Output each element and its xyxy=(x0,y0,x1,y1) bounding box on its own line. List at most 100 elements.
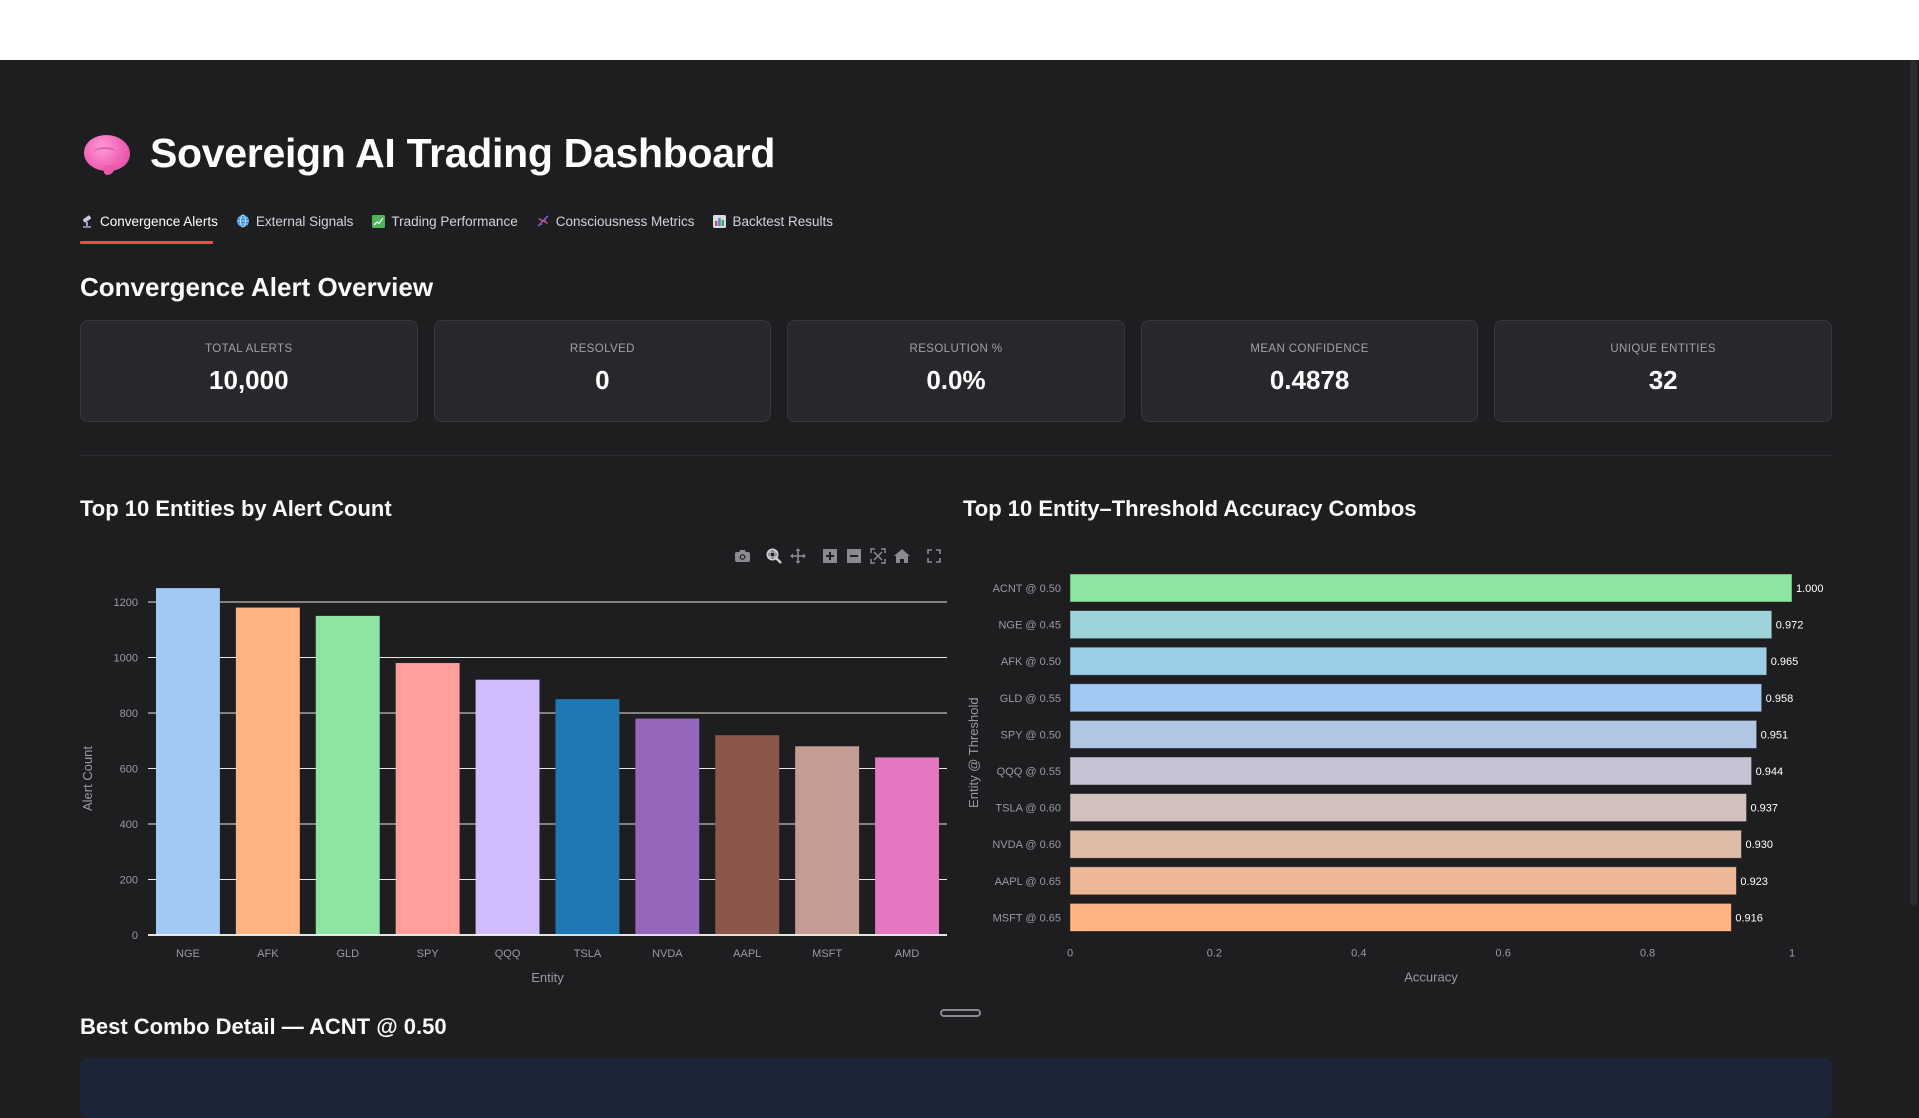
bar-nvda xyxy=(635,718,700,935)
y-tick-label: 200 xyxy=(120,875,138,887)
autoscale-icon[interactable] xyxy=(866,545,890,567)
metric-value: 0 xyxy=(595,364,610,395)
section-divider xyxy=(80,455,1832,456)
column-resize-handle[interactable] xyxy=(940,1009,981,1017)
metric-label: TOTAL ALERTS xyxy=(205,342,293,355)
home-icon[interactable] xyxy=(890,545,914,567)
y-tick-label: 1200 xyxy=(114,597,138,609)
page-header: Sovereign AI Trading Dashboard xyxy=(84,130,775,177)
scrollbar-thumb[interactable] xyxy=(1910,60,1917,905)
y-tick-label: AFK @ 0.50 xyxy=(1001,656,1061,668)
bar-value-label: 1.000 xyxy=(1796,583,1824,595)
tab-label: Convergence Alerts xyxy=(100,213,218,229)
bar-aapl xyxy=(1069,866,1737,896)
bar-value-label: 0.937 xyxy=(1751,803,1779,815)
tab-label: Trading Performance xyxy=(391,213,518,229)
x-tick-label: AFK xyxy=(257,948,279,960)
bar-gld xyxy=(315,615,380,935)
bar-value-label: 0.972 xyxy=(1776,620,1804,632)
bar-value-label: 0.944 xyxy=(1756,766,1784,778)
x-axis-title: Entity xyxy=(531,970,564,985)
bar-value-label: 0.930 xyxy=(1745,839,1773,851)
best-combo-info-box xyxy=(80,1058,1832,1118)
metric-label: RESOLUTION % xyxy=(909,342,1003,355)
metric-card-total-alerts: TOTAL ALERTS 10,000 xyxy=(80,320,418,422)
bar-value-label: 0.951 xyxy=(1761,729,1789,741)
alert-count-bar-chart: 0 200 400 600 800 1000 1200 NGE AFK GLD SPY QQQ TSLA… xyxy=(80,588,947,985)
bar-afk xyxy=(235,607,300,935)
metric-label: MEAN CONFIDENCE xyxy=(1250,342,1369,355)
bar-qqq xyxy=(475,679,540,935)
page-title: Sovereign AI Trading Dashboard xyxy=(150,130,776,176)
globe-icon xyxy=(236,214,250,228)
bar-msft xyxy=(1069,902,1732,932)
x-tick-label: 0.2 xyxy=(1207,947,1222,959)
bar-tsla xyxy=(1069,793,1747,823)
y-tick-label: 400 xyxy=(120,819,138,831)
fullscreen-icon[interactable] xyxy=(922,545,946,567)
y-tick-label: ACNT @ 0.50 xyxy=(993,583,1061,595)
y-tick-label: QQQ @ 0.55 xyxy=(997,766,1061,778)
bar-spy xyxy=(395,663,460,935)
tab-bar: Convergence Alerts External Signals Trad… xyxy=(80,208,851,244)
zoom-in-icon[interactable] xyxy=(818,545,842,567)
bar-qqq xyxy=(1069,756,1752,786)
x-tick-label: AMD xyxy=(895,948,920,960)
metric-card-mean-confidence: MEAN CONFIDENCE 0.4878 xyxy=(1140,320,1479,422)
zoom-icon[interactable] xyxy=(762,545,786,567)
bar-nge xyxy=(1069,610,1773,639)
y-tick-label: 800 xyxy=(120,708,138,720)
y-tick-label: NGE @ 0.45 xyxy=(998,620,1061,632)
bar-amd xyxy=(875,757,940,935)
tab-trading-performance[interactable]: Trading Performance xyxy=(371,208,518,234)
bar-msft xyxy=(795,746,860,935)
overview-title: Convergence Alert Overview xyxy=(80,272,434,302)
alert-count-chart-title: Top 10 Entities by Alert Count xyxy=(80,496,392,521)
x-tick-label: SPY xyxy=(417,948,440,960)
page-scrollbar[interactable] xyxy=(1908,60,1919,1079)
zoom-out-icon[interactable] xyxy=(842,545,866,567)
bar-nvda xyxy=(1069,829,1742,859)
y-tick-label: TSLA @ 0.60 xyxy=(995,803,1061,815)
y-tick-label: 600 xyxy=(120,764,138,776)
metric-value: 0.4878 xyxy=(1269,364,1350,395)
chart-modebar xyxy=(730,545,946,567)
tab-label: Consciousness Metrics xyxy=(555,213,695,229)
best-combo-title: Best Combo Detail — ACNT @ 0.50 xyxy=(80,1014,447,1039)
bar-value-label: 0.958 xyxy=(1766,693,1794,705)
y-axis-title: Entity @ Threshold xyxy=(966,697,981,808)
y-tick-label: AAPL @ 0.65 xyxy=(995,876,1061,888)
brain-icon xyxy=(84,133,130,175)
bar-acnt xyxy=(1069,573,1793,603)
tab-backtest-results[interactable]: Backtest Results xyxy=(713,208,833,234)
bar-value-label: 0.923 xyxy=(1740,876,1768,888)
x-tick-label: 0 xyxy=(1067,947,1073,959)
x-axis-title: Accuracy xyxy=(1404,969,1458,984)
accuracy-horizontal-bar-chart: ACNT @ 0.50 1.000 NGE @ 0.45 0.972 AFK @ 0.5… xyxy=(966,573,1824,984)
y-axis-title: Alert Count xyxy=(80,746,95,811)
x-tick-label: NVDA xyxy=(652,948,683,960)
x-tick-label: 0.6 xyxy=(1496,947,1511,959)
y-tick-label: 0 xyxy=(132,930,138,942)
bar-nge xyxy=(155,588,220,935)
x-tick-label: TSLA xyxy=(574,948,602,960)
y-tick-label: NVDA @ 0.60 xyxy=(992,839,1061,851)
metric-label: UNIQUE ENTITIES xyxy=(1610,342,1717,355)
metric-card-unique-entities: UNIQUE ENTITIES 32 xyxy=(1494,320,1832,422)
camera-icon[interactable] xyxy=(730,545,754,567)
x-tick-label: QQQ xyxy=(495,948,521,960)
metric-value: 32 xyxy=(1648,364,1678,395)
y-tick-label: MSFT @ 0.65 xyxy=(993,912,1061,924)
x-tick-label: 0.4 xyxy=(1351,947,1366,959)
pan-icon[interactable] xyxy=(786,545,810,567)
tab-consciousness-metrics[interactable]: Consciousness Metrics xyxy=(536,208,695,234)
tab-convergence-alerts[interactable]: Convergence Alerts xyxy=(80,208,218,244)
metric-cards: TOTAL ALERTS 10,000 RESOLVED 0 RESOLUTIO… xyxy=(80,320,1832,422)
x-tick-label: GLD xyxy=(336,948,359,960)
bar-value-label: 0.916 xyxy=(1735,912,1763,924)
active-tab-indicator xyxy=(80,241,213,244)
metric-card-resolved: RESOLVED 0 xyxy=(433,320,772,422)
y-tick-label: GLD @ 0.55 xyxy=(1000,693,1061,705)
x-tick-label: MSFT xyxy=(812,948,842,960)
tab-external-signals[interactable]: External Signals xyxy=(236,208,353,234)
